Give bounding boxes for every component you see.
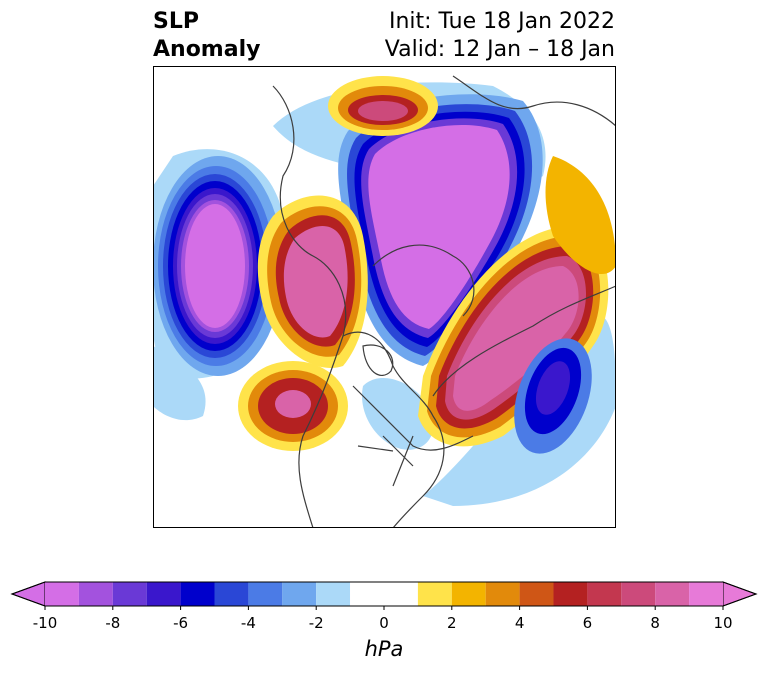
title-line-slp: SLP	[153, 9, 199, 34]
valid-period: Valid: 12 Jan – 18 Jan	[384, 37, 615, 62]
colorbar-tick-label: 8	[650, 614, 660, 632]
colorbar-cell	[45, 582, 79, 606]
title-line-anomaly: Anomaly	[153, 37, 261, 62]
colorbar-cell	[485, 582, 520, 606]
colorbar-tick-label: 2	[447, 614, 457, 632]
arctic-low-core	[368, 124, 510, 329]
colorbar-tick-label: 4	[515, 614, 525, 632]
colorbar-tick-label: -6	[173, 614, 188, 632]
colorbar-tick-label: 6	[583, 614, 593, 632]
east-pacific-high-core	[275, 390, 311, 418]
colorbar-tick-label: -8	[105, 614, 120, 632]
colorbar-tick-label: 0	[379, 614, 389, 632]
colorbar-cell	[248, 582, 283, 606]
colorbar-cell	[214, 582, 249, 606]
colorbar-cell	[282, 582, 317, 606]
colorbar-cell	[78, 582, 113, 606]
pacific-low-core	[185, 204, 245, 328]
colorbar-tick-label: -10	[33, 614, 58, 632]
colorbar-tick-label: 10	[713, 614, 732, 632]
east-europe-high-tail	[545, 156, 616, 275]
atlantic-high-core	[453, 266, 579, 411]
alaska-high-core	[283, 226, 348, 338]
slp-anomaly-map	[153, 66, 616, 528]
colorbar-tick-label: -4	[241, 614, 256, 632]
run-info: Init: Tue 18 Jan 2022 Valid: 12 Jan – 18…	[385, 8, 615, 64]
map-title: SLP Anomaly	[153, 8, 260, 64]
colorbar-cell	[553, 582, 588, 606]
colorbar-cell	[146, 582, 181, 606]
colorbar-cell	[112, 582, 147, 606]
colorbar: -10 -8 -6 -4 -2 0 2 4 6 8 10 hPa	[10, 581, 758, 661]
colorbar-extend-high	[722, 581, 758, 607]
colorbar-cell	[180, 582, 215, 606]
colorbar-cell	[316, 582, 351, 606]
colorbar-cell	[350, 582, 418, 606]
anomaly-field	[153, 75, 616, 528]
colorbar-cell	[655, 582, 690, 606]
colorbar-tick-label: -2	[309, 614, 324, 632]
coastlines	[272, 75, 616, 528]
colorbar-cell	[451, 582, 486, 606]
init-time: Init: Tue 18 Jan 2022	[388, 9, 615, 34]
colorbar-unit-label: hPa	[365, 637, 404, 661]
colorbar-ticks: -10 -8 -6 -4 -2 0 2 4 6 8 10	[33, 606, 733, 632]
colorbar-cell	[621, 582, 656, 606]
anomaly-weak-negative-canada	[362, 377, 434, 450]
far-north-high-core	[358, 101, 408, 121]
colorbar-cell	[689, 582, 723, 606]
atlantic-low-core	[535, 361, 571, 415]
colorbar-cell	[417, 582, 452, 606]
colorbar-cells	[10, 581, 758, 607]
colorbar-cell	[519, 582, 554, 606]
colorbar-cell	[587, 582, 622, 606]
anomaly-weak-negative-east-pacific-south	[153, 346, 206, 421]
colorbar-extend-low	[10, 581, 46, 607]
